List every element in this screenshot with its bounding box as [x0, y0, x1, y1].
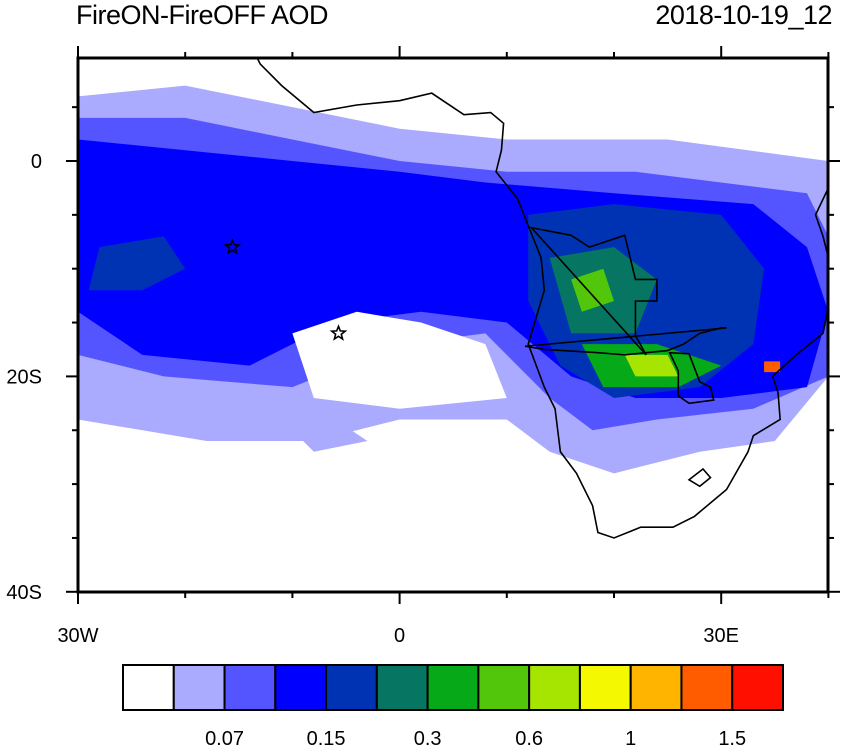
- x-tick-label: 0: [394, 625, 405, 647]
- aod-hotspot: [764, 361, 781, 373]
- colorbar-swatch: [528, 664, 581, 711]
- border-botswana-zimbabwe: [668, 351, 715, 405]
- colorbar-label: 0.15: [307, 728, 346, 747]
- y-tick-label: 40S: [6, 582, 42, 604]
- aod-patch-south: [292, 419, 368, 452]
- colorbar: 0.07 0.15 0.3 0.6 1 1.5: [122, 664, 785, 747]
- x-tick-label: 30E: [703, 625, 739, 647]
- aod-patch-ocean: [88, 236, 186, 291]
- lesotho: [687, 467, 712, 488]
- colorbar-swatch: [578, 664, 632, 711]
- colorbar-swatch: [731, 664, 785, 711]
- map-frame: [76, 56, 830, 594]
- station-markers: [223, 237, 348, 341]
- colorbar-swatch: [477, 664, 531, 711]
- colorbar-swatch: [426, 664, 480, 711]
- colorbar-swatch: [325, 664, 378, 711]
- colorbar-label: 0.6: [515, 728, 543, 747]
- x-tick-label: 30W: [57, 625, 98, 647]
- aod-field: [78, 85, 828, 474]
- border-line-south: [524, 327, 727, 356]
- colorbar-swatch: [172, 664, 226, 711]
- plot-time: 2018-10-19_12: [655, 0, 832, 30]
- colorbar-label: 1: [625, 728, 636, 747]
- colorbar-swatch: [122, 664, 175, 711]
- coastlines: [256, 58, 828, 539]
- africa-coastline: [256, 58, 828, 539]
- colorbar-label: 0.07: [205, 728, 244, 747]
- colorbar-label: 0.3: [414, 728, 442, 747]
- axis-ticks: 30W 0 30E 0 20S 40S: [6, 46, 840, 647]
- colorbar-swatch: [629, 664, 683, 711]
- y-tick-label: 0: [31, 151, 42, 173]
- aod-clean-wedge: [292, 311, 507, 409]
- border-angola: [529, 226, 658, 356]
- colorbar-swatch: [274, 664, 328, 711]
- star-ascension-icon: [223, 237, 242, 255]
- plot-title: FireON-FireOFF AOD: [76, 0, 329, 30]
- colorbar-label: 1.5: [718, 728, 746, 747]
- colorbar-swatch: [375, 664, 429, 711]
- y-tick-label: 20S: [6, 366, 42, 388]
- colorbar-swatch: [680, 664, 734, 711]
- star-st-helena-icon: [329, 324, 348, 341]
- aod-band-0.6: [571, 268, 614, 312]
- aod-band-0.8: [624, 354, 679, 377]
- colorbar-swatch: [223, 664, 277, 711]
